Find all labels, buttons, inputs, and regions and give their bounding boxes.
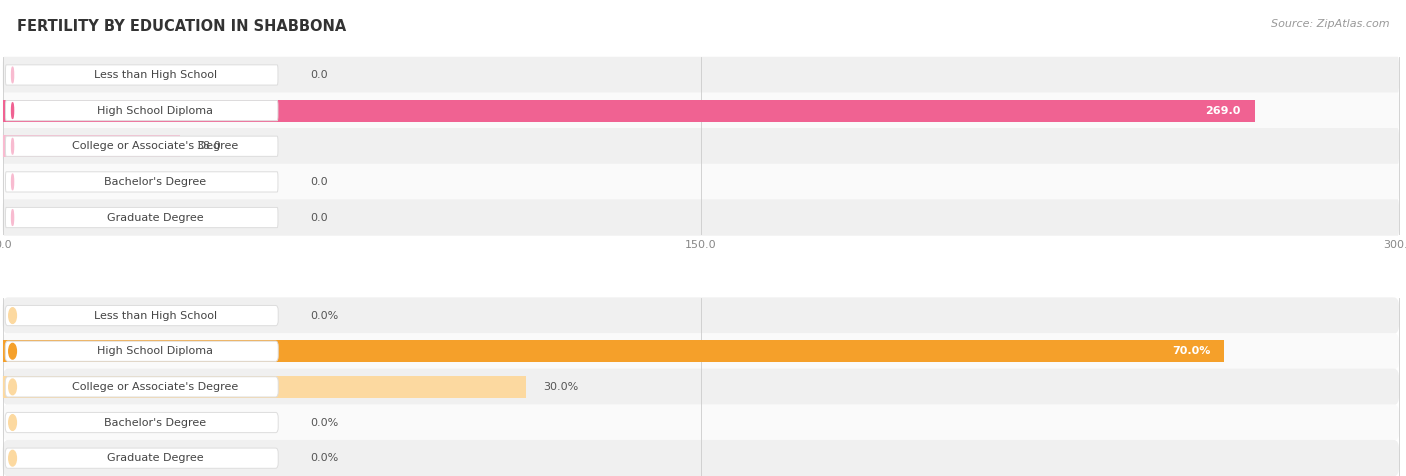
Text: 269.0: 269.0 (1205, 106, 1240, 116)
Circle shape (8, 450, 17, 466)
Bar (3, 135, 180, 157)
FancyBboxPatch shape (6, 172, 278, 192)
Bar (3, 99, 1254, 122)
Circle shape (8, 343, 17, 359)
FancyBboxPatch shape (3, 440, 1399, 476)
Circle shape (8, 308, 17, 323)
Circle shape (8, 379, 17, 395)
FancyBboxPatch shape (3, 164, 1399, 200)
FancyBboxPatch shape (3, 333, 1399, 369)
Text: 0.0: 0.0 (309, 213, 328, 223)
FancyBboxPatch shape (3, 298, 1399, 334)
FancyBboxPatch shape (3, 57, 1399, 93)
FancyBboxPatch shape (6, 412, 278, 433)
FancyBboxPatch shape (3, 404, 1399, 441)
Text: 0.0: 0.0 (309, 177, 328, 187)
Text: 0.0%: 0.0% (309, 453, 339, 463)
Text: Graduate Degree: Graduate Degree (107, 213, 204, 223)
Text: 70.0%: 70.0% (1173, 346, 1211, 356)
FancyBboxPatch shape (3, 199, 1399, 236)
FancyBboxPatch shape (6, 377, 278, 397)
Text: High School Diploma: High School Diploma (97, 346, 214, 356)
Circle shape (11, 67, 14, 83)
Text: 30.0%: 30.0% (543, 382, 578, 392)
Text: FERTILITY BY EDUCATION IN SHABBONA: FERTILITY BY EDUCATION IN SHABBONA (17, 19, 346, 34)
FancyBboxPatch shape (6, 65, 278, 85)
Circle shape (11, 139, 14, 154)
FancyBboxPatch shape (3, 128, 1399, 164)
Text: Less than High School: Less than High School (94, 310, 217, 320)
Text: High School Diploma: High School Diploma (97, 106, 214, 116)
FancyBboxPatch shape (6, 208, 278, 228)
FancyBboxPatch shape (6, 136, 278, 156)
FancyBboxPatch shape (6, 306, 278, 326)
Circle shape (11, 174, 14, 190)
Text: 0.0%: 0.0% (309, 310, 339, 320)
Circle shape (11, 103, 14, 119)
FancyBboxPatch shape (6, 100, 278, 121)
FancyBboxPatch shape (3, 92, 1399, 129)
Text: Bachelor's Degree: Bachelor's Degree (104, 417, 207, 427)
Text: 0.0%: 0.0% (309, 417, 339, 427)
FancyBboxPatch shape (3, 369, 1399, 405)
Text: Graduate Degree: Graduate Degree (107, 453, 204, 463)
FancyBboxPatch shape (6, 448, 278, 468)
Text: 0.0: 0.0 (309, 70, 328, 80)
FancyBboxPatch shape (6, 341, 278, 361)
Text: Less than High School: Less than High School (94, 70, 217, 80)
Text: College or Associate's Degree: College or Associate's Degree (72, 382, 239, 392)
Text: Bachelor's Degree: Bachelor's Degree (104, 177, 207, 187)
Circle shape (11, 210, 14, 225)
Text: Source: ZipAtlas.com: Source: ZipAtlas.com (1271, 19, 1389, 29)
Text: 38.0: 38.0 (197, 141, 221, 151)
Bar (3, 376, 526, 398)
Text: College or Associate's Degree: College or Associate's Degree (72, 141, 239, 151)
Bar (3, 340, 1225, 362)
Circle shape (8, 415, 17, 430)
